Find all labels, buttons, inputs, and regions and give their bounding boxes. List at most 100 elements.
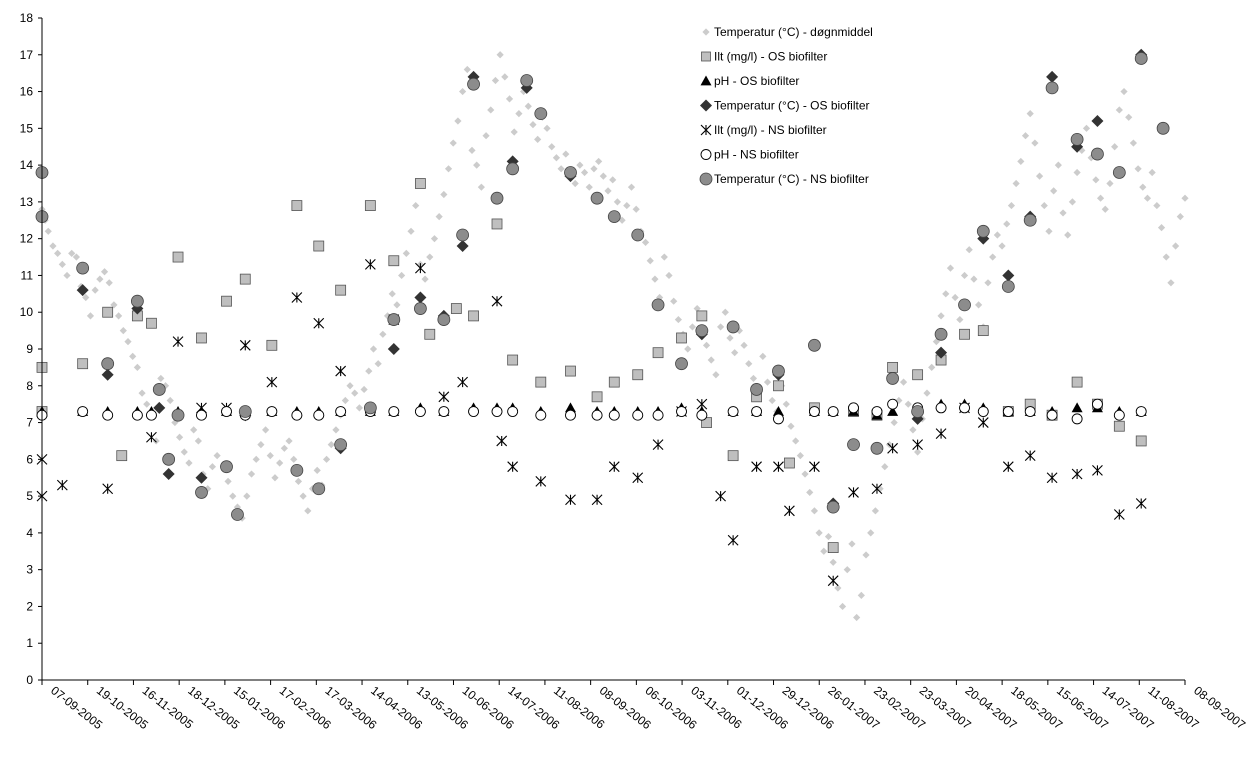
series-6 xyxy=(36,398,1147,425)
legend-label: Ilt (mg/l) - NS biofilter xyxy=(714,123,827,137)
data-point xyxy=(576,161,584,169)
data-point xyxy=(506,162,520,176)
data-point xyxy=(585,183,593,191)
data-point xyxy=(652,347,664,359)
data-point xyxy=(507,406,519,417)
data-point xyxy=(1045,81,1059,95)
y-tick-label: 4 xyxy=(26,526,33,540)
legend-item: Ilt (mg/l) - NS biofilter xyxy=(700,123,827,137)
data-point xyxy=(796,452,804,460)
data-point xyxy=(369,345,378,353)
data-point xyxy=(810,507,819,515)
data-point xyxy=(934,327,948,341)
data-point xyxy=(1096,194,1105,202)
data-point xyxy=(871,406,883,417)
data-point xyxy=(335,365,347,377)
data-point xyxy=(110,301,118,309)
data-point xyxy=(773,380,784,392)
data-point xyxy=(970,275,978,283)
data-point xyxy=(1134,165,1142,173)
data-point xyxy=(239,273,251,285)
data-point xyxy=(153,401,166,414)
data-point xyxy=(313,317,325,329)
data-point xyxy=(998,242,1006,250)
y-tick-label: 10 xyxy=(20,305,34,319)
data-point xyxy=(1026,110,1034,118)
data-point xyxy=(534,107,548,121)
data-point xyxy=(162,452,176,466)
data-point xyxy=(77,358,89,370)
data-point xyxy=(759,352,767,360)
data-point xyxy=(670,297,678,305)
data-point xyxy=(1135,435,1147,447)
data-point xyxy=(490,191,504,205)
data-point xyxy=(565,409,576,421)
data-point xyxy=(341,396,349,405)
legend-marker xyxy=(699,172,713,186)
data-point xyxy=(327,441,335,449)
data-point xyxy=(909,426,917,434)
data-point xyxy=(632,409,644,421)
data-point xyxy=(195,486,208,499)
data-point xyxy=(313,466,321,474)
y-tick-label: 2 xyxy=(26,599,33,613)
data-point xyxy=(487,106,495,114)
data-point xyxy=(960,271,969,280)
data-point xyxy=(887,361,899,373)
data-point xyxy=(133,363,141,371)
data-point xyxy=(801,470,809,478)
y-tick-label: 17 xyxy=(20,48,34,62)
data-point xyxy=(1002,406,1014,417)
data-point xyxy=(299,492,307,500)
data-point xyxy=(437,313,451,326)
data-point xyxy=(290,455,298,463)
data-point xyxy=(220,460,233,474)
data-point xyxy=(1143,194,1152,202)
data-point xyxy=(1091,147,1104,161)
legend-label: Temperatur (°C) - NS biofilter xyxy=(714,172,869,186)
data-point xyxy=(1111,143,1119,151)
data-point xyxy=(808,406,820,417)
data-point xyxy=(54,249,62,257)
plot-area xyxy=(35,48,1189,622)
data-point xyxy=(590,191,604,205)
legend-item: pH - OS biofilter xyxy=(700,74,799,88)
data-point xyxy=(468,406,480,417)
data-point xyxy=(388,255,400,267)
data-point xyxy=(1045,227,1053,235)
data-point xyxy=(276,459,284,467)
data-point xyxy=(607,210,621,224)
data-point xyxy=(76,261,90,275)
data-point xyxy=(1157,224,1166,232)
data-point xyxy=(862,551,870,559)
legend-item: Temperatur (°C) - OS biofilter xyxy=(700,99,870,113)
data-point xyxy=(507,461,519,473)
data-point xyxy=(932,338,940,346)
data-point xyxy=(773,461,784,473)
data-point xyxy=(102,409,114,421)
data-point xyxy=(1092,464,1103,476)
data-point xyxy=(247,470,256,478)
data-point xyxy=(1071,468,1083,480)
data-point xyxy=(565,402,577,413)
data-point xyxy=(467,77,480,91)
data-point xyxy=(351,389,359,397)
data-point xyxy=(335,284,347,296)
legend: Temperatur (°C) - døgnmiddel Ilt (mg/l) -… xyxy=(699,25,873,186)
data-point xyxy=(229,492,237,500)
data-point xyxy=(261,426,270,434)
data-point xyxy=(959,402,970,414)
data-point xyxy=(1134,52,1148,65)
data-point xyxy=(510,128,518,136)
data-point xyxy=(146,317,157,329)
data-point xyxy=(1115,106,1123,114)
data-point xyxy=(322,455,331,463)
data-point xyxy=(989,253,997,261)
data-point xyxy=(102,306,114,318)
data-point xyxy=(977,325,989,337)
data-point xyxy=(726,320,740,334)
data-point xyxy=(105,279,113,287)
data-point xyxy=(1046,409,1058,421)
data-point xyxy=(1021,132,1030,140)
